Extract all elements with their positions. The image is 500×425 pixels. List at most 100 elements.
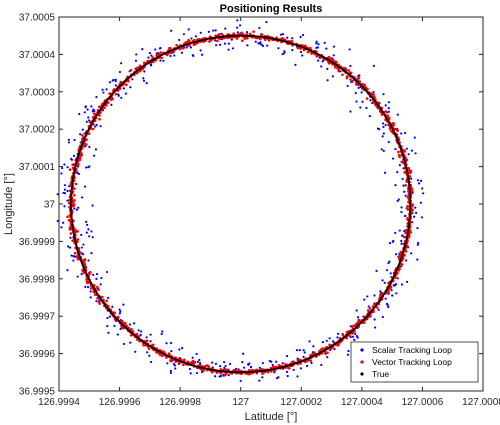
data-point-scalar [405, 280, 409, 283]
data-point-scalar [385, 302, 389, 305]
data-point-scalar [67, 138, 70, 141]
data-point-vector [357, 76, 361, 80]
data-point-scalar [215, 44, 218, 47]
data-point-scalar [114, 79, 117, 83]
data-point-scalar [180, 51, 184, 54]
data-point-vector [407, 200, 410, 204]
data-point-scalar [73, 138, 76, 142]
data-point-scalar [63, 163, 66, 166]
data-point-scalar [291, 37, 294, 40]
y-tick-label: 36.9996 [19, 349, 56, 360]
data-point-vector [208, 40, 211, 43]
data-point-scalar [315, 42, 318, 45]
legend-marker-vector [360, 360, 364, 364]
series-vector [66, 30, 415, 377]
x-tick-label: 127 [232, 397, 249, 408]
data-point-scalar [296, 357, 299, 360]
data-point-scalar [132, 322, 136, 325]
data-point-scalar [119, 310, 122, 313]
plot-area-frame [58, 16, 484, 392]
x-tick-label: 127.0002 [280, 397, 322, 408]
data-point-scalar [198, 362, 202, 365]
data-point-scalar [387, 110, 390, 113]
data-point-vector [81, 134, 84, 137]
data-point-vector [341, 333, 345, 337]
data-point-scalar [139, 333, 142, 336]
data-point-vector [270, 370, 273, 373]
data-point-scalar [261, 376, 264, 379]
y-tick-label: 36.9997 [19, 312, 56, 323]
data-point-scalar [273, 371, 276, 374]
data-point-scalar [218, 43, 222, 46]
data-point-scalar [199, 31, 202, 34]
data-point-vector [394, 276, 397, 279]
y-tick-label: 37.0002 [19, 125, 56, 136]
data-point-scalar [261, 44, 265, 47]
data-point-scalar [87, 228, 90, 231]
data-point-vector [357, 318, 361, 322]
data-point-scalar [211, 361, 214, 364]
data-point-vector [235, 37, 239, 40]
data-point-scalar [317, 59, 320, 62]
data-point-scalar [134, 350, 137, 353]
data-point-scalar [165, 342, 168, 345]
data-point-vector [69, 232, 73, 235]
data-point-scalar [142, 77, 145, 80]
data-point-scalar [106, 316, 109, 320]
data-point-vector [365, 97, 369, 100]
data-point-vector [362, 321, 366, 324]
data-point-scalar [122, 303, 125, 306]
data-point-vector [219, 372, 223, 375]
data-point-scalar [230, 38, 233, 41]
data-point-scalar [72, 154, 76, 158]
data-point-scalar [219, 374, 223, 378]
data-point-vector [73, 251, 77, 255]
data-point-vector [85, 277, 88, 281]
data-point-vector [186, 360, 190, 364]
data-point-scalar [413, 136, 416, 139]
data-point-vector [310, 52, 313, 55]
data-point-scalar [89, 290, 92, 293]
data-point-vector [410, 211, 414, 215]
data-point-scalar [312, 345, 315, 348]
data-point-vector [308, 46, 312, 50]
y-tick-label: 37.0004 [19, 50, 56, 61]
data-point-scalar [196, 360, 199, 363]
data-point-vector [106, 101, 110, 104]
data-point-vector [145, 339, 149, 343]
data-point-scalar [416, 179, 420, 182]
data-point-scalar [137, 329, 140, 332]
data-point-scalar [333, 348, 336, 351]
data-point-vector [93, 293, 97, 296]
data-point-scalar [245, 30, 249, 34]
data-point-scalar [384, 297, 387, 300]
data-point-scalar [387, 140, 390, 144]
data-point-scalar [87, 166, 90, 169]
data-point-scalar [85, 166, 88, 169]
data-point-scalar [212, 29, 215, 32]
data-point-scalar [189, 372, 192, 375]
data-point-scalar [82, 243, 85, 246]
data-point-scalar [88, 145, 91, 149]
data-point-scalar [369, 99, 372, 102]
data-point-vector [404, 231, 407, 235]
data-point-vector [372, 92, 375, 96]
data-point-scalar [349, 110, 352, 113]
data-point-scalar [150, 54, 153, 57]
data-point-vector [169, 359, 173, 363]
data-point-scalar [400, 210, 403, 214]
data-point-vector [389, 285, 393, 289]
data-point-scalar [170, 29, 173, 32]
data-point-scalar [94, 125, 97, 128]
data-point-scalar [95, 96, 98, 99]
data-point-scalar [310, 361, 313, 365]
data-point-vector [373, 95, 376, 99]
data-point-scalar [277, 47, 280, 50]
data-point-scalar [246, 44, 249, 47]
data-point-scalar [113, 324, 116, 328]
data-point-scalar [119, 327, 122, 331]
plot-points-layer [56, 19, 425, 383]
data-point-vector [380, 113, 384, 116]
data-point-vector [160, 56, 163, 60]
data-point-vector [175, 43, 178, 47]
